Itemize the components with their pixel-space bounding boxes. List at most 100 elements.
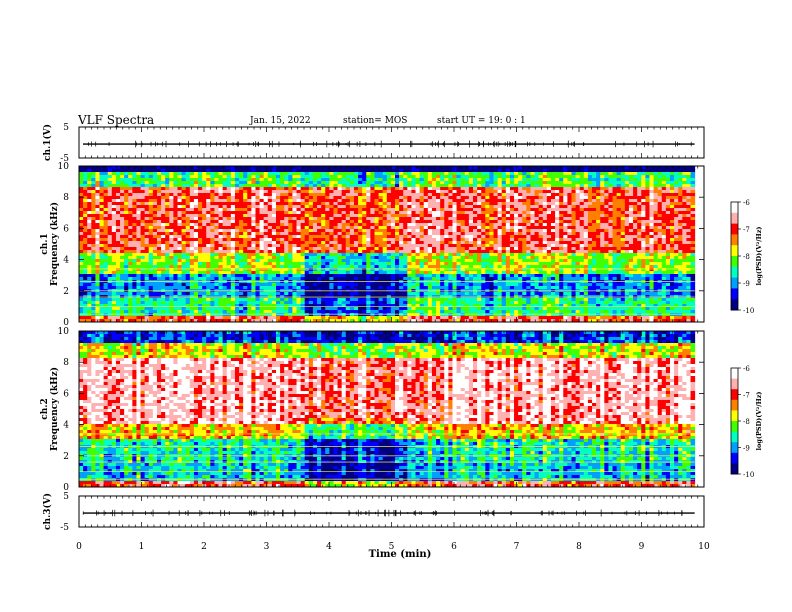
spectrogram-cell bbox=[411, 307, 417, 311]
spectrogram-cell bbox=[308, 244, 314, 248]
spectrogram-cell bbox=[415, 316, 421, 320]
spectrogram-cell bbox=[251, 286, 256, 290]
spectrogram-cell bbox=[181, 175, 187, 179]
spectrogram-cell bbox=[403, 253, 408, 257]
spectrogram-cell bbox=[148, 316, 154, 320]
spectrogram-cell bbox=[382, 175, 388, 179]
spectrogram-cell bbox=[292, 172, 298, 176]
spectrogram-cell bbox=[226, 241, 232, 245]
spectrogram-cell bbox=[202, 166, 207, 170]
spectrogram-cell bbox=[169, 298, 174, 302]
spectrogram-cell bbox=[148, 262, 154, 266]
spectrogram-cell bbox=[91, 283, 96, 287]
spectrogram-cell bbox=[103, 229, 109, 233]
spectrogram-cell bbox=[259, 205, 265, 209]
spectrogram-cell bbox=[284, 274, 289, 278]
spectrogram-cell bbox=[226, 178, 232, 182]
spectrogram-cell bbox=[115, 274, 121, 278]
spectrogram-cell bbox=[304, 301, 310, 305]
spectrogram-cell bbox=[152, 283, 158, 287]
spectrogram-cell bbox=[140, 235, 146, 239]
spectrogram-cell bbox=[95, 217, 101, 221]
spectrogram-cell bbox=[161, 274, 166, 278]
spectrogram-cell bbox=[333, 211, 339, 215]
spectrogram-cell bbox=[202, 253, 207, 257]
spectrogram-cell bbox=[124, 208, 129, 212]
spectrogram-cell bbox=[440, 283, 445, 287]
spectrogram-cell bbox=[111, 256, 117, 260]
spectrogram-cell bbox=[427, 241, 433, 245]
spectrogram-cell bbox=[226, 220, 232, 224]
spectrogram-cell bbox=[370, 172, 375, 176]
spectrogram-cell bbox=[259, 319, 265, 323]
spectrogram-cell bbox=[329, 169, 334, 173]
spectrogram-cell bbox=[325, 214, 330, 218]
spectrogram-cell bbox=[403, 271, 408, 275]
spectrogram-cell bbox=[312, 187, 318, 191]
spectrogram-cell bbox=[349, 271, 355, 275]
spectrogram-cell bbox=[321, 304, 326, 308]
spectrogram-cell bbox=[99, 205, 105, 209]
spectrogram-cell bbox=[230, 211, 236, 215]
spectrogram-cell bbox=[218, 304, 224, 308]
spectrogram-cell bbox=[345, 199, 351, 203]
spectrogram-cell bbox=[366, 268, 371, 272]
spectrogram-cell bbox=[234, 253, 240, 257]
spectrogram-cell bbox=[423, 187, 429, 191]
spectrogram-cell bbox=[243, 205, 248, 209]
spectrogram-cell bbox=[349, 298, 355, 302]
spectrogram-cell bbox=[271, 316, 277, 320]
spectrogram-cell bbox=[177, 172, 183, 176]
spectrogram-cell bbox=[300, 205, 306, 209]
spectrogram-cell bbox=[181, 271, 187, 275]
spectrogram-cell bbox=[193, 247, 199, 251]
spectrogram-cell bbox=[255, 241, 261, 245]
spectrogram-cell bbox=[243, 220, 248, 224]
spectrogram-cell bbox=[329, 268, 334, 272]
spectrogram-cell bbox=[202, 319, 207, 323]
spectrogram-cell bbox=[366, 169, 371, 173]
spectrogram-cell bbox=[83, 316, 88, 320]
spectrogram-cell bbox=[177, 193, 183, 197]
spectrogram-cell bbox=[177, 226, 183, 230]
spectrogram-cell bbox=[317, 214, 322, 218]
spectrogram-cell bbox=[83, 262, 88, 266]
spectrogram-cell bbox=[148, 190, 154, 194]
spectrogram-cell bbox=[193, 283, 199, 287]
spectrogram-cell bbox=[173, 319, 178, 323]
spectrogram-cell bbox=[234, 265, 240, 269]
spectrogram-cell bbox=[288, 169, 293, 173]
spectrogram-cell bbox=[165, 319, 170, 323]
spectrogram-cell bbox=[399, 199, 404, 203]
spectrogram-cell bbox=[177, 316, 183, 320]
spectrogram-cell bbox=[103, 232, 109, 236]
spectrogram-cell bbox=[91, 241, 96, 245]
spectrogram-cell bbox=[210, 310, 215, 314]
spectrogram-cell bbox=[115, 169, 121, 173]
spectrogram-cell bbox=[353, 244, 359, 248]
spectrogram-cell bbox=[263, 178, 269, 182]
spectrogram-cell bbox=[284, 214, 289, 218]
spectrogram-cell bbox=[267, 217, 273, 221]
spectrogram-cell bbox=[206, 181, 211, 185]
spectrogram-cell bbox=[128, 220, 133, 224]
spectrogram-cell bbox=[317, 184, 322, 188]
spectrogram-cell bbox=[255, 202, 261, 206]
spectrogram-cell bbox=[247, 208, 252, 212]
spectrogram-cell bbox=[374, 286, 380, 290]
spectrogram-cell bbox=[353, 229, 359, 233]
spectrogram-cell bbox=[382, 172, 388, 176]
spectrogram-cell bbox=[300, 178, 306, 182]
spectrogram-cell bbox=[284, 193, 289, 197]
spectrogram-cell bbox=[259, 277, 265, 281]
spectrogram-cell bbox=[255, 211, 261, 215]
spectrogram-cell bbox=[407, 217, 412, 221]
spectrogram-cell bbox=[341, 169, 347, 173]
spectrogram-cell bbox=[87, 313, 92, 317]
spectrogram-cell bbox=[427, 214, 433, 218]
spectrogram-cell bbox=[431, 199, 437, 203]
spectrogram-cell bbox=[353, 202, 359, 206]
spectrogram-cell bbox=[378, 232, 384, 236]
spectrogram-cell bbox=[243, 244, 248, 248]
spectrogram-cell bbox=[239, 316, 244, 320]
